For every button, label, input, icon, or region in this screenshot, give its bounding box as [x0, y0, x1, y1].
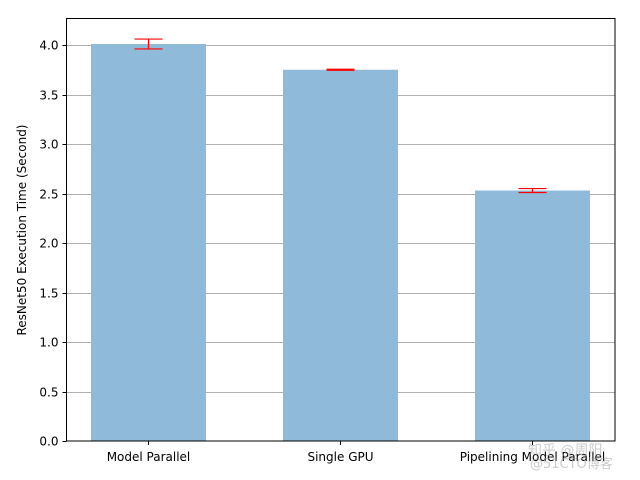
- y-tick-label: 4.0: [39, 39, 58, 53]
- x-axis-ticks: Model Parallel Single GPU Pipelining Model…: [107, 441, 606, 464]
- y-tick-label: 2.0: [39, 237, 58, 251]
- watermark-2: @51CTO博客: [530, 453, 613, 472]
- y-tick-label: 1.5: [39, 287, 58, 301]
- bar-pipelining-model-parallel: [475, 190, 590, 441]
- error-bars: [134, 38, 547, 194]
- watermark: 知乎 @周阳: [528, 440, 602, 460]
- y-tick-label: 3.0: [39, 138, 58, 152]
- x-tick-label: Pipelining Model Parallel: [460, 450, 606, 464]
- y-tick-label: 1.0: [39, 336, 58, 350]
- bar-single-gpu: [283, 69, 398, 441]
- watermark-line-1: 知乎 @周阳: [528, 443, 603, 459]
- x-tick-label: Single GPU: [307, 450, 373, 464]
- y-tick-label: 0.0: [39, 435, 58, 449]
- x-tick-label: Model Parallel: [107, 450, 191, 464]
- y-axis-label: ResNet50 Execution Time (Second): [15, 125, 29, 336]
- bars: [91, 44, 590, 441]
- y-axis-ticks: 0.0 0.5 1.0 1.5 2.0 2.5 3.0 3.5 4.0: [39, 39, 67, 449]
- watermark-line-2: @51CTO博客: [530, 457, 613, 472]
- y-tick-label: 3.5: [39, 89, 58, 103]
- bar-model-parallel: [91, 44, 206, 441]
- y-tick-label: 2.5: [39, 188, 58, 202]
- y-tick-label: 0.5: [39, 386, 58, 400]
